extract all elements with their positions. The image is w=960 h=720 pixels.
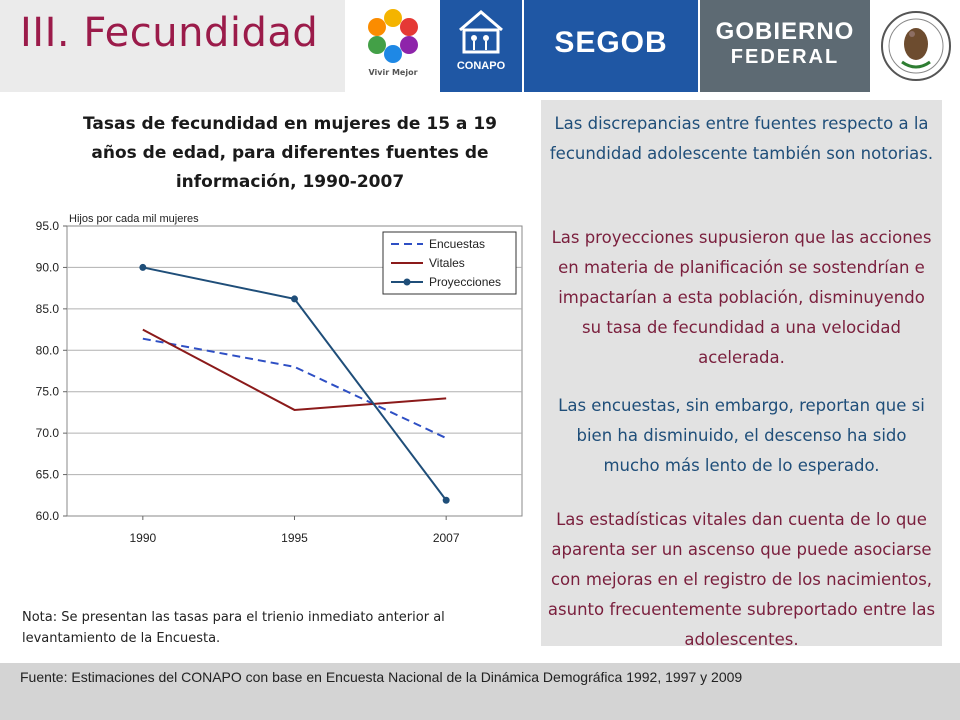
line-chart: 95.0 90.0 85.0 80.0 75.0 70.0 65.0 60.0 1990 1995… [15, 203, 523, 548]
vivir-mejor-flower-icon [368, 9, 418, 63]
eagle-emblem-icon [881, 11, 951, 81]
y-axis-label: Hijos por cada mil mujeres [69, 213, 199, 225]
series-line-vitales [142, 328, 447, 411]
commentary-paragraph-1: Las discrepancias entre fuentes respecto… [549, 114, 934, 163]
y-tick-label: 95.0 [36, 219, 60, 233]
legend-label-proyecciones: Proyecciones [429, 275, 501, 289]
vivir-mejor-logo: Vivir Mejor [348, 0, 438, 92]
y-tick-label: 70.0 [36, 426, 60, 440]
conapo-label: CONAPO [456, 60, 506, 72]
mexico-coat-of-arms-logo [872, 0, 960, 92]
y-tick-label: 65.0 [36, 468, 60, 482]
x-tick-label: 1990 [129, 531, 156, 545]
conapo-logo: CONAPO [440, 0, 522, 92]
gobierno-federal-logo: GOBIERNO FEDERAL [700, 0, 870, 92]
y-tick-label: 75.0 [36, 385, 60, 399]
commentary-paragraph-4: Las estadísticas vitales dan cuenta de l… [547, 510, 936, 649]
header: III. Fecundidad Vivir Mejor CONAPO [0, 0, 960, 92]
conapo-house-icon [459, 10, 503, 54]
commentary-panel: Las discrepancias entre fuentes respecto… [541, 100, 942, 649]
federal-label: FEDERAL [730, 46, 840, 68]
legend-marker-proyecciones [403, 278, 411, 286]
line-chart-svg: 95.0 90.0 85.0 80.0 75.0 70.0 65.0 60.0 1990 1995… [36, 213, 523, 545]
legend-label-vitales: Vitales [429, 256, 465, 270]
y-tick-label: 85.0 [36, 302, 60, 316]
series-line-encuestas [142, 337, 447, 440]
page-title: III. Fecundidad [20, 10, 319, 56]
chart-note: Nota: Se presentan las tasas para el tri… [22, 610, 445, 646]
data-point-proyecciones [291, 295, 298, 303]
y-tick-label: 90.0 [36, 260, 60, 274]
x-tick-label: 2007 [433, 531, 460, 545]
x-tick-label: 1995 [281, 531, 308, 545]
gobierno-label: GOBIERNO [715, 18, 855, 45]
commentary-paragraph-2: Las proyecciones supusieron que las acci… [551, 228, 932, 367]
data-point-proyecciones [442, 496, 450, 504]
title-area: III. Fecundidad [0, 0, 345, 92]
commentary-paragraph-3: Las encuestas, sin embargo, reportan que… [558, 396, 925, 475]
source-footnote: Fuente: Estimaciones del CONAPO con base… [20, 669, 743, 685]
y-tick-label: 60.0 [36, 509, 60, 523]
legend-label-encuestas: Encuestas [429, 237, 485, 251]
footer: Fuente: Estimaciones del CONAPO con base… [0, 663, 960, 720]
chart-title: Tasas de fecundidad en mujeres de 15 a 1… [83, 114, 497, 192]
vivir-mejor-label: Vivir Mejor [368, 68, 418, 77]
segob-logo: SEGOB [524, 0, 698, 92]
y-tick-label: 80.0 [36, 343, 60, 357]
data-point-proyecciones [139, 263, 147, 271]
segob-label: SEGOB [554, 26, 668, 59]
